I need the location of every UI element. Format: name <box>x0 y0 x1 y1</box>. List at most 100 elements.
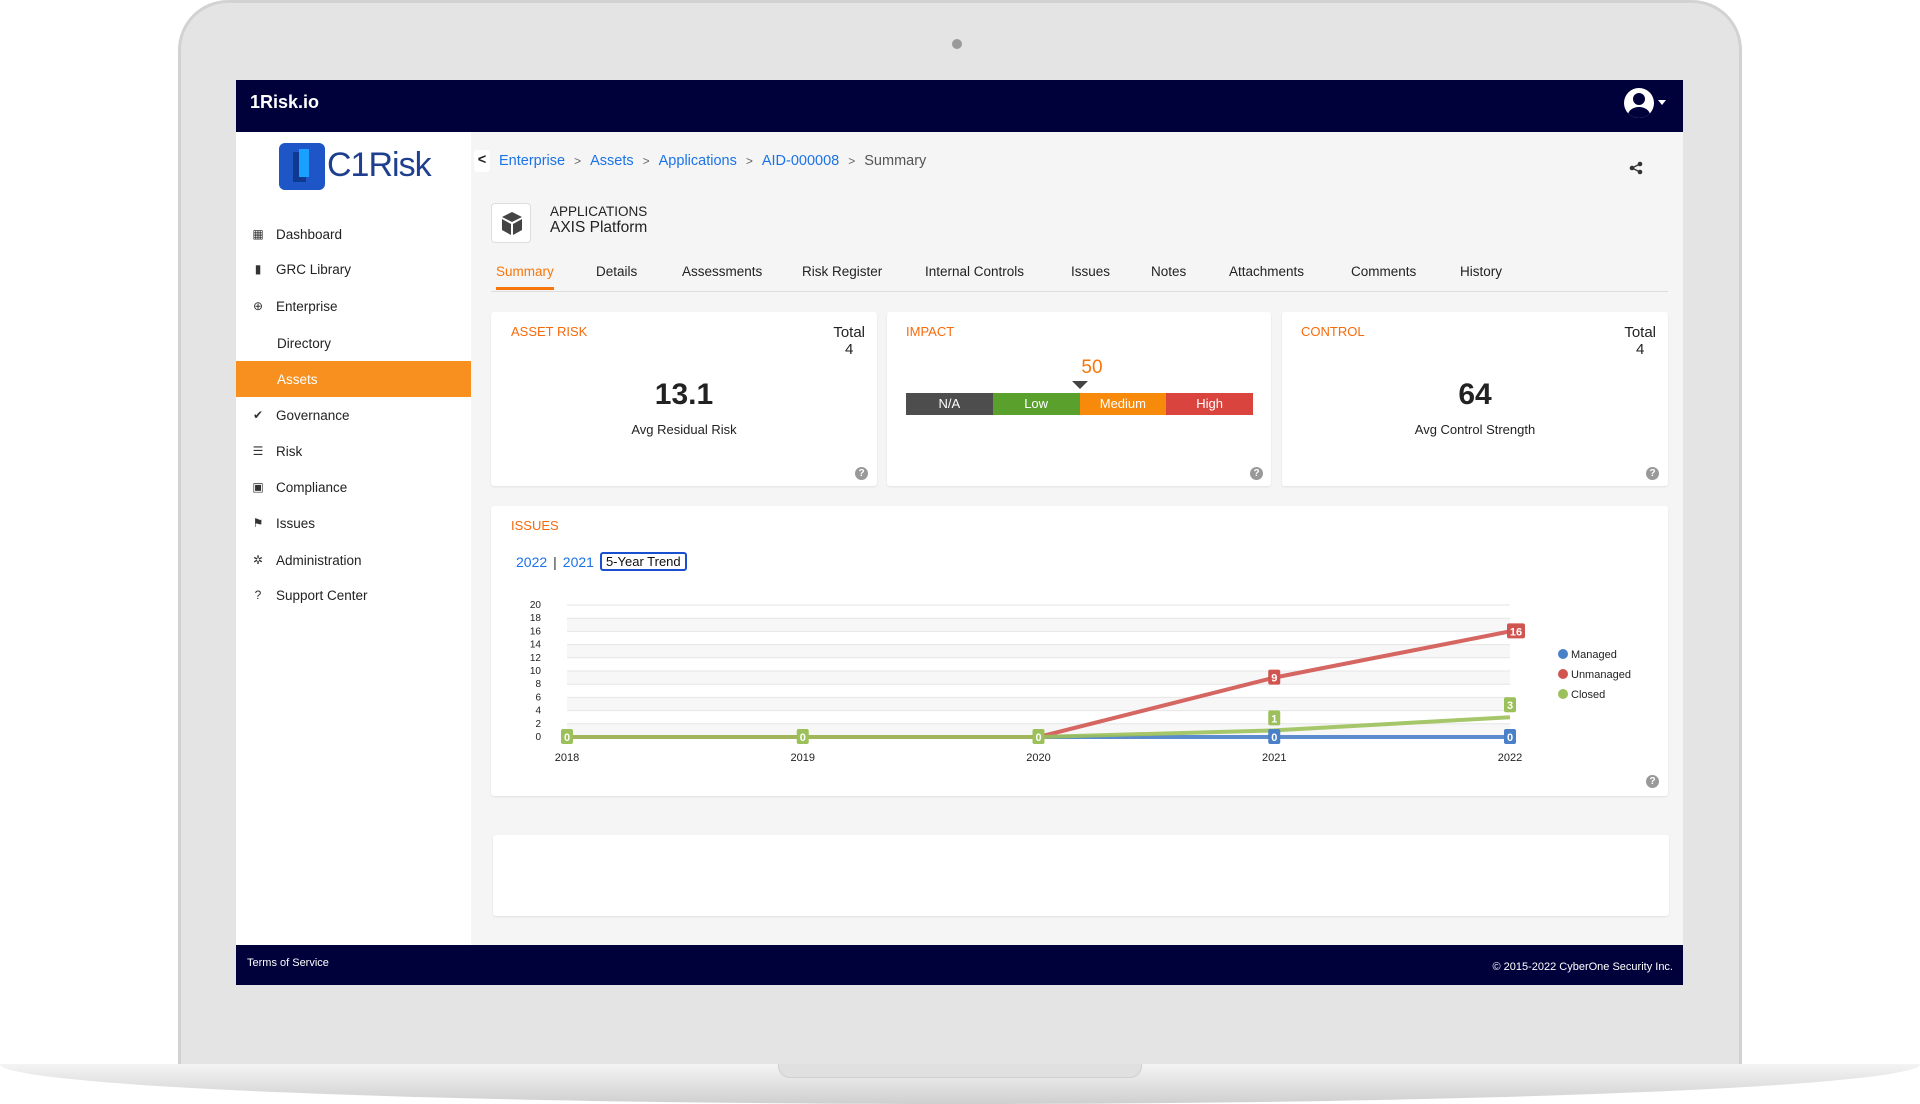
impact-value: 50 <box>1081 357 1103 378</box>
data-label-bg <box>561 729 573 744</box>
legend-marker-unmanaged <box>1558 669 1568 679</box>
tab-details[interactable]: Details <box>596 264 638 279</box>
data-label: 9 <box>1271 673 1277 685</box>
card-title: ASSET RISK <box>511 324 588 339</box>
help-icon[interactable]: ? <box>1646 467 1659 480</box>
filter-2022[interactable]: 2022 <box>516 553 548 570</box>
legend-label: Unmanaged <box>1571 669 1631 681</box>
sidebar-item-enterprise[interactable]: ⊕ Enterprise <box>236 288 471 324</box>
grid-band <box>567 671 1510 685</box>
grid-band <box>567 618 1510 632</box>
y-tick-label: 18 <box>530 613 542 624</box>
breadcrumb-aid[interactable]: AID-000008 <box>761 153 840 169</box>
data-label-bg <box>1268 669 1281 685</box>
x-tick-label: 2021 <box>1262 752 1286 764</box>
asset-risk-card: ASSET RISK Total 4 13.1 Avg Residual Risk… <box>491 312 877 486</box>
sidebar-item-assets[interactable]: Assets <box>236 361 471 397</box>
breadcrumb-sep: > <box>642 154 650 168</box>
globe-icon: ⊕ <box>252 299 264 313</box>
breadcrumb: < Enterprise > Assets > Applications > AID-… <box>474 150 926 172</box>
tab-history[interactable]: History <box>1460 264 1503 279</box>
breadcrumb-applications[interactable]: Applications <box>658 153 737 169</box>
y-tick-label: 16 <box>530 626 542 637</box>
laptop-notch <box>778 1064 1142 1078</box>
back-button[interactable]: < <box>474 150 490 172</box>
y-tick-label: 14 <box>530 640 542 651</box>
terms-of-service-link[interactable]: Terms of Service <box>247 957 329 969</box>
filter-5-year-trend[interactable]: 5-Year Trend <box>599 552 687 571</box>
tab-risk-register[interactable]: Risk Register <box>802 264 883 279</box>
x-tick-label: 2022 <box>1498 752 1522 764</box>
sidebar-item-compliance[interactable]: ▣ Compliance <box>236 469 471 505</box>
sidebar-item-grc-library[interactable]: ▮ GRC Library <box>236 251 471 287</box>
top-bar <box>236 80 1683 132</box>
data-label-bg <box>1268 710 1281 726</box>
avg-residual-risk-value: 13.1 <box>654 378 714 411</box>
c1risk-logo-icon <box>279 143 325 190</box>
help-icon[interactable]: ? <box>855 467 868 480</box>
clipboard-icon: ▣ <box>252 480 264 494</box>
data-label-bg <box>1032 729 1045 744</box>
filter-2021[interactable]: 2021 <box>562 553 594 570</box>
y-tick-label: 20 <box>530 600 542 611</box>
sidebar-item-label: Directory <box>277 335 332 351</box>
sidebar-item-issues[interactable]: ⚑ Issues <box>236 505 471 541</box>
impact-segment-medium: Medium <box>1079 393 1167 415</box>
tab-attachments[interactable]: Attachments <box>1229 264 1305 279</box>
card-title: ISSUES <box>511 518 559 533</box>
sidebar-item-label: Compliance <box>276 479 348 495</box>
grid-band <box>567 697 1510 711</box>
tab-comments[interactable]: Comments <box>1351 264 1417 279</box>
tab-assessments[interactable]: Assessments <box>682 264 763 279</box>
sidebar-item-administration[interactable]: ✲ Administration <box>236 542 471 578</box>
total-count: Total 4 <box>833 324 865 358</box>
data-label-bg <box>1504 697 1516 713</box>
sidebar-item-label: Administration <box>276 552 362 568</box>
filter-sep: | <box>553 553 557 570</box>
breadcrumb-enterprise[interactable]: Enterprise <box>499 153 566 169</box>
y-tick-label: 2 <box>535 719 541 730</box>
sidebar-item-governance[interactable]: ✔ Governance <box>236 397 471 433</box>
camera-dot <box>952 39 962 49</box>
avg-control-strength-label: Avg Control Strength <box>1414 422 1536 437</box>
app-title[interactable]: 1Risk.io <box>250 92 320 112</box>
sidebar-item-risk[interactable]: ☰ Risk <box>236 433 471 469</box>
total-count: Total 4 <box>1624 324 1656 358</box>
sidebar-item-label: GRC Library <box>276 261 352 277</box>
sidebar-item-directory[interactable]: Directory <box>236 325 471 361</box>
user-avatar-icon[interactable] <box>1624 88 1654 118</box>
question-icon: ? <box>254 588 262 602</box>
footer: Terms of Service © 2015-2022 CyberOne Se… <box>236 945 1683 985</box>
data-label: 0 <box>800 732 806 744</box>
chevron-down-icon[interactable] <box>1658 100 1666 109</box>
breadcrumb-current: Summary <box>864 153 927 169</box>
data-label-bg <box>796 729 809 744</box>
tab-issues[interactable]: Issues <box>1071 264 1111 279</box>
data-label: 3 <box>1507 700 1513 712</box>
x-tick-label: 2020 <box>1026 752 1050 764</box>
tab-notes[interactable]: Notes <box>1151 264 1187 279</box>
sidebar-item-label: Issues <box>276 515 316 531</box>
empty-panel <box>493 835 1669 916</box>
data-label-bg <box>1504 729 1516 744</box>
tab-internal-controls[interactable]: Internal Controls <box>925 264 1025 279</box>
grid-band <box>567 644 1510 658</box>
help-icon[interactable]: ? <box>1646 775 1659 788</box>
book-icon: ▮ <box>254 262 262 276</box>
share-icon[interactable] <box>1629 161 1643 175</box>
sidebar-item-dashboard[interactable]: ▦ Dashboard <box>236 216 471 252</box>
tab-summary[interactable]: Summary <box>496 264 554 290</box>
sidebar-item-label: Risk <box>276 443 303 459</box>
breadcrumb-assets[interactable]: Assets <box>590 153 634 169</box>
issues-filter: 2022 | 2021 5-Year Trend <box>516 552 687 571</box>
help-icon[interactable]: ? <box>1250 467 1263 480</box>
sidebar-item-label: Dashboard <box>276 226 343 242</box>
legend-marker-closed <box>1558 689 1568 699</box>
data-label-bg <box>1507 623 1525 639</box>
gear-icon: ✲ <box>252 553 264 567</box>
breadcrumb-sep: > <box>574 154 582 168</box>
y-tick-label: 10 <box>530 666 542 677</box>
data-label-bg <box>1268 729 1281 744</box>
sidebar-item-support-center[interactable]: ? Support Center <box>236 577 471 613</box>
